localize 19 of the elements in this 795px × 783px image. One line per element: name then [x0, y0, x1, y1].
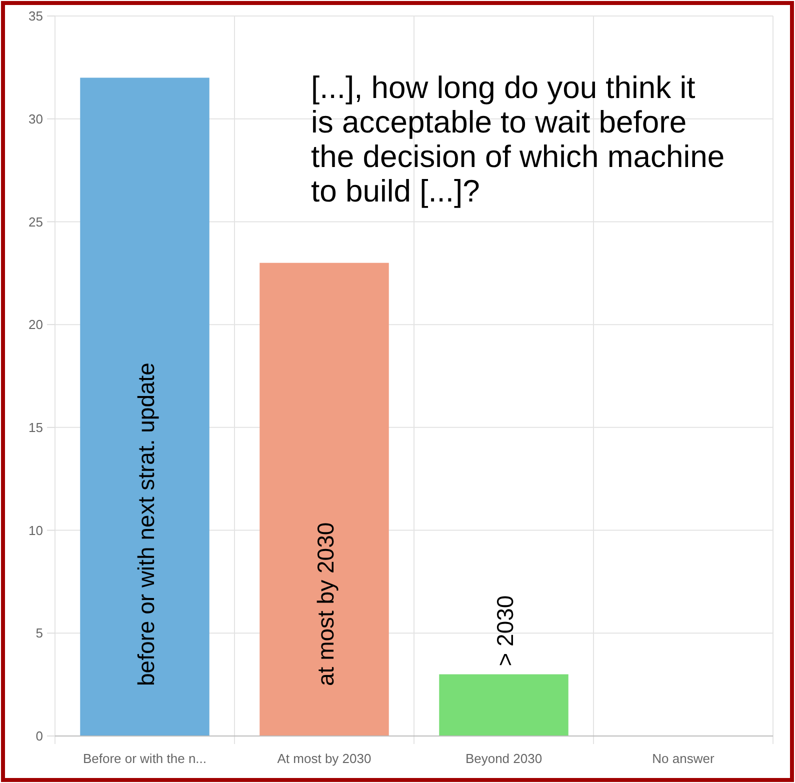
- text: [...], how long do you think it is acceptable to wait before the decision of which machine to build [...]?: [311, 70, 725, 208]
- x-tick-label: Before or with the n...: [82, 751, 207, 766]
- y-tick-label: 30: [28, 111, 43, 126]
- x-tick-label: Beyond 2030: [465, 751, 542, 766]
- bar: [260, 262, 389, 736]
- y-tick-label: 35: [28, 8, 43, 24]
- annotation: > 2030: [492, 595, 518, 666]
- annotation: at most by 2030: [312, 522, 338, 686]
- y-tick-label: 0: [36, 728, 43, 744]
- y-tick-label: 20: [28, 317, 43, 332]
- x-tick-label: No answer: [652, 751, 715, 766]
- bar: [80, 78, 210, 736]
- bar: [439, 674, 568, 736]
- y-tick-label: 10: [28, 522, 43, 538]
- y-tick-label: 15: [28, 420, 43, 435]
- y-tick-label: 5: [36, 626, 43, 641]
- x-tick-label: At most by 2030: [277, 751, 372, 766]
- y-tick-label: 25: [28, 214, 43, 230]
- annotation: before or with next strat. update: [132, 362, 159, 686]
